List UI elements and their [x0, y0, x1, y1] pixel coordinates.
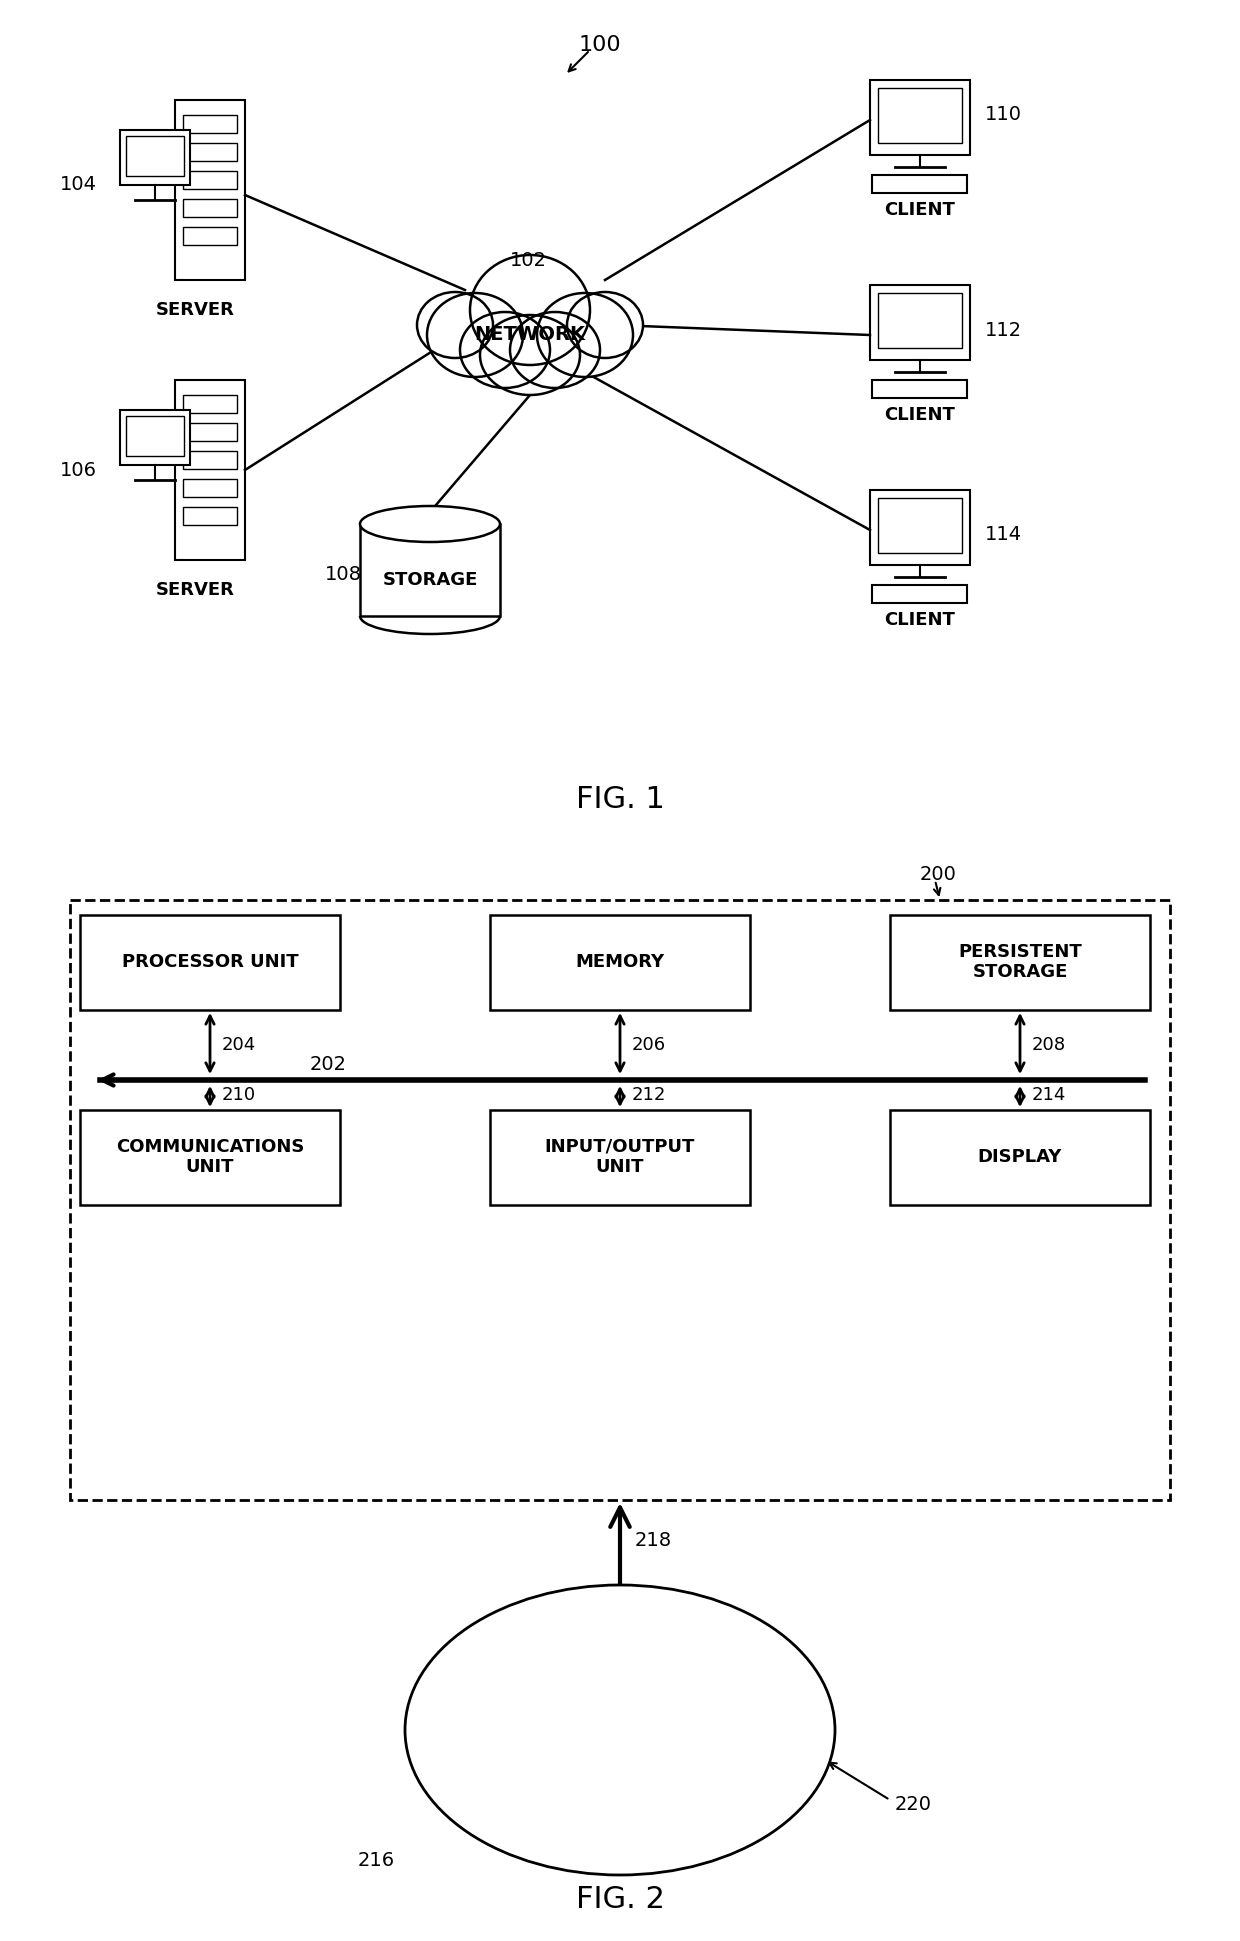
Text: COMMUNICATIONS
UNIT: COMMUNICATIONS UNIT — [115, 1137, 304, 1176]
Text: INPUT/OUTPUT
UNIT: INPUT/OUTPUT UNIT — [544, 1137, 696, 1176]
Ellipse shape — [567, 291, 644, 357]
FancyBboxPatch shape — [126, 415, 184, 456]
Text: CLIENT: CLIENT — [884, 406, 956, 423]
FancyBboxPatch shape — [120, 410, 190, 466]
FancyBboxPatch shape — [81, 914, 340, 1009]
Text: 200: 200 — [920, 866, 957, 885]
Ellipse shape — [427, 293, 523, 377]
FancyBboxPatch shape — [490, 1110, 750, 1205]
FancyBboxPatch shape — [872, 175, 967, 192]
Text: 220: 220 — [895, 1795, 932, 1815]
Text: 114: 114 — [985, 526, 1022, 545]
FancyBboxPatch shape — [872, 584, 967, 604]
Text: SERVER: SERVER — [155, 301, 234, 318]
FancyBboxPatch shape — [120, 130, 190, 184]
Text: 208: 208 — [1032, 1036, 1066, 1054]
Text: 206: 206 — [632, 1036, 666, 1054]
Ellipse shape — [360, 507, 500, 542]
Text: 216: 216 — [358, 1850, 396, 1869]
Ellipse shape — [470, 254, 590, 365]
Text: 212: 212 — [632, 1087, 666, 1104]
Text: PERSISTENT
STORAGE: PERSISTENT STORAGE — [959, 943, 1081, 982]
Text: CLIENT: CLIENT — [884, 611, 956, 629]
FancyBboxPatch shape — [360, 524, 500, 615]
FancyBboxPatch shape — [890, 914, 1149, 1009]
Text: SERVER: SERVER — [155, 580, 234, 600]
FancyBboxPatch shape — [184, 115, 237, 134]
Text: 104: 104 — [60, 175, 97, 194]
FancyBboxPatch shape — [175, 380, 246, 561]
Ellipse shape — [417, 291, 494, 357]
Text: 204: 204 — [222, 1036, 257, 1054]
Text: NETWORK: NETWORK — [475, 326, 585, 344]
FancyBboxPatch shape — [870, 80, 970, 155]
FancyBboxPatch shape — [81, 1110, 340, 1205]
FancyBboxPatch shape — [878, 87, 962, 144]
FancyBboxPatch shape — [69, 901, 1171, 1500]
Ellipse shape — [480, 314, 580, 396]
Text: 210: 210 — [222, 1087, 257, 1104]
Text: FIG. 1: FIG. 1 — [575, 786, 665, 815]
Text: PROCESSOR UNIT: PROCESSOR UNIT — [122, 953, 299, 970]
Text: 102: 102 — [510, 250, 547, 270]
FancyBboxPatch shape — [175, 101, 246, 280]
FancyBboxPatch shape — [878, 499, 962, 553]
Ellipse shape — [537, 293, 632, 377]
Text: 106: 106 — [60, 460, 97, 479]
FancyBboxPatch shape — [872, 380, 967, 398]
Text: 214: 214 — [1032, 1087, 1066, 1104]
FancyBboxPatch shape — [184, 507, 237, 524]
Text: FIG. 2: FIG. 2 — [575, 1885, 665, 1914]
FancyBboxPatch shape — [184, 423, 237, 441]
FancyBboxPatch shape — [126, 136, 184, 177]
Ellipse shape — [510, 313, 600, 388]
FancyBboxPatch shape — [184, 144, 237, 161]
FancyBboxPatch shape — [878, 293, 962, 347]
FancyBboxPatch shape — [890, 1110, 1149, 1205]
Text: DISPLAY: DISPLAY — [978, 1147, 1063, 1167]
Text: 110: 110 — [985, 105, 1022, 124]
Text: MEMORY: MEMORY — [575, 953, 665, 970]
Ellipse shape — [460, 313, 551, 388]
Text: STORAGE: STORAGE — [382, 571, 477, 588]
Text: 112: 112 — [985, 320, 1022, 340]
FancyBboxPatch shape — [184, 396, 237, 413]
FancyBboxPatch shape — [184, 450, 237, 470]
FancyBboxPatch shape — [490, 914, 750, 1009]
Text: 202: 202 — [310, 1056, 347, 1075]
Text: PROGRAM
CODE: PROGRAM CODE — [569, 1759, 671, 1797]
FancyBboxPatch shape — [870, 285, 970, 359]
Text: 218: 218 — [635, 1531, 672, 1549]
Text: 100: 100 — [579, 35, 621, 54]
FancyBboxPatch shape — [184, 227, 237, 245]
FancyBboxPatch shape — [184, 171, 237, 188]
FancyBboxPatch shape — [184, 479, 237, 497]
FancyBboxPatch shape — [184, 200, 237, 217]
FancyBboxPatch shape — [870, 489, 970, 565]
Text: COMPUTER
READABLE
MEDIA: COMPUTER READABLE MEDIA — [564, 1656, 676, 1714]
FancyBboxPatch shape — [539, 1745, 701, 1811]
Text: 108: 108 — [325, 565, 362, 584]
Text: CLIENT: CLIENT — [884, 202, 956, 219]
Ellipse shape — [405, 1586, 835, 1875]
